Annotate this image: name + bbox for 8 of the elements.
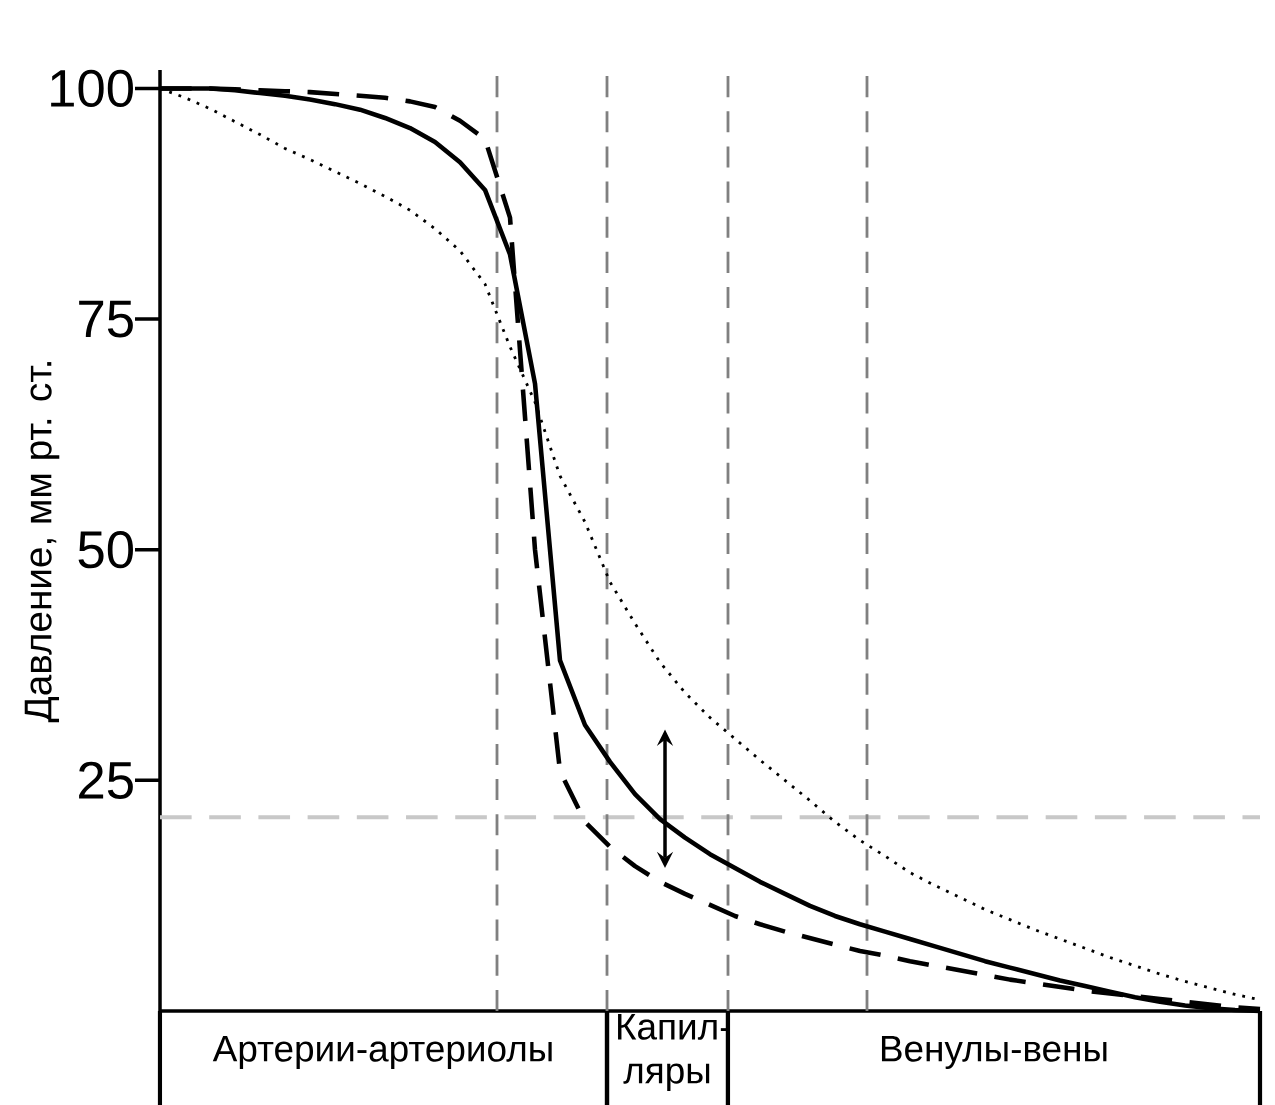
- y-axis-title: Давление, мм рт. ст.: [24, 362, 60, 723]
- y-tick-label: 25: [79, 761, 133, 799]
- y-tick-label: 100: [51, 69, 133, 108]
- y-tick-label: 50: [78, 531, 133, 569]
- text: Венулы-вены: [881, 1036, 1107, 1070]
- text: Капил-ляры: [618, 1014, 730, 1091]
- text: Артерии-артериолы: [212, 1036, 552, 1070]
- y-tick-label: 75: [79, 300, 133, 338]
